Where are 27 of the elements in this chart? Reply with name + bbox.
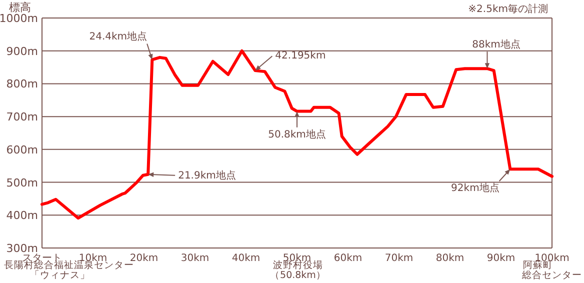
y-tick-label: 600m (6, 143, 38, 156)
x-tick-label: 80km (436, 253, 464, 264)
annotation: 88km地点 (472, 38, 520, 51)
annotation: 92km地点 (451, 182, 500, 194)
x-tick-label: 20km (130, 253, 158, 264)
x-tick-label: 30km (180, 253, 210, 264)
text: ※2.5km毎の計測 (468, 3, 548, 15)
annotation: 42.195km (275, 50, 326, 62)
line-series (40, 49, 554, 220)
annotation: 21.9km地点 (178, 169, 236, 182)
annotation: 24.4km地点 (89, 30, 148, 43)
y-tick-label: 900m (6, 44, 38, 58)
x-tick-label: 70km (384, 253, 414, 264)
annotation: 50.8km地点 (268, 128, 326, 140)
y-tick-label: 800m (6, 78, 38, 91)
text: 総合センター (521, 269, 582, 281)
text: （50.8km） (270, 270, 326, 281)
y-axis-title: 標高 (9, 1, 31, 14)
x-tick-label: 90km (486, 253, 516, 264)
x-tick-label: 40km (232, 253, 260, 264)
y-tick-label: 300m (6, 242, 38, 255)
y-tick-label: 700m (6, 110, 38, 124)
y-tick-label: 1000m (0, 12, 38, 25)
y-tick-label: 400m (6, 209, 38, 222)
text: 「ウィナス」 (30, 269, 90, 281)
x-tick-label: 60km (334, 253, 362, 264)
y-tick-label: 500m (6, 176, 38, 190)
